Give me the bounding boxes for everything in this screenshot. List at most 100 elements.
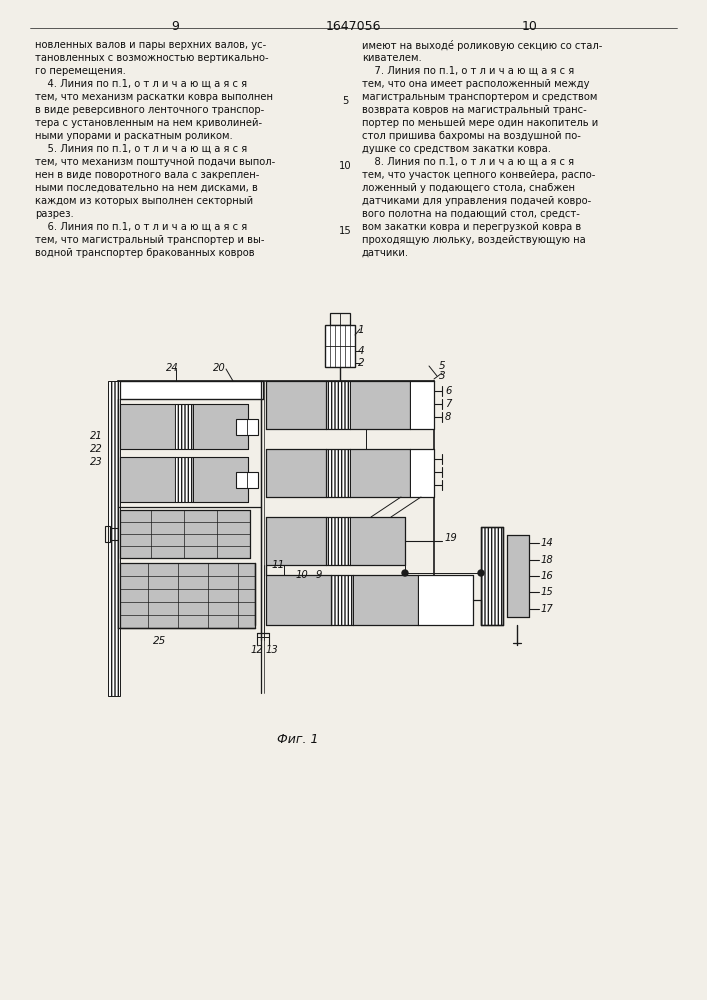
Text: вом закатки ковра и перегрузкой ковра в: вом закатки ковра и перегрузкой ковра в bbox=[362, 222, 581, 232]
Text: нен в виде поворотного вала с закреплен-: нен в виде поворотного вала с закреплен- bbox=[35, 170, 259, 180]
Bar bbox=[418, 575, 473, 625]
Text: 11: 11 bbox=[271, 560, 284, 570]
Text: тем, что механизм раскатки ковра выполнен: тем, что механизм раскатки ковра выполне… bbox=[35, 92, 273, 102]
Bar bbox=[350, 517, 405, 565]
Bar bbox=[266, 381, 326, 429]
Circle shape bbox=[478, 570, 484, 576]
Text: 9: 9 bbox=[171, 20, 179, 33]
Bar bbox=[410, 449, 434, 497]
Bar bbox=[266, 517, 326, 565]
Bar bbox=[105, 526, 110, 542]
Text: тем, что участок цепного конвейера, распо-: тем, что участок цепного конвейера, расп… bbox=[362, 170, 595, 180]
Text: 24: 24 bbox=[166, 363, 179, 373]
Text: датчиками для управления подачей ковро-: датчиками для управления подачей ковро- bbox=[362, 196, 591, 206]
Text: водной транспортер бракованных ковров: водной транспортер бракованных ковров bbox=[35, 248, 255, 258]
Text: тера с установленным на нем криволиней-: тера с установленным на нем криволиней- bbox=[35, 118, 262, 128]
Bar bbox=[175, 404, 193, 449]
Bar bbox=[353, 575, 418, 625]
Bar bbox=[120, 457, 175, 502]
Text: 1: 1 bbox=[358, 325, 365, 335]
Text: каждом из которых выполнен секторный: каждом из которых выполнен секторный bbox=[35, 196, 253, 206]
Bar bbox=[120, 381, 263, 399]
Text: 19: 19 bbox=[445, 533, 457, 543]
Text: магистральным транспортером и средством: магистральным транспортером и средством bbox=[362, 92, 597, 102]
Bar bbox=[120, 510, 250, 558]
Bar bbox=[175, 457, 193, 502]
Text: 16: 16 bbox=[541, 571, 554, 581]
Text: душке со средством закатки ковра.: душке со средством закатки ковра. bbox=[362, 144, 551, 154]
Text: стол пришива бахромы на воздушной по-: стол пришива бахромы на воздушной по- bbox=[362, 131, 581, 141]
Bar bbox=[350, 449, 410, 497]
Text: 20: 20 bbox=[213, 363, 226, 373]
Bar bbox=[330, 313, 350, 325]
Text: ложенный у подающего стола, снабжен: ложенный у подающего стола, снабжен bbox=[362, 183, 575, 193]
Text: 10: 10 bbox=[339, 161, 351, 171]
Text: 25: 25 bbox=[153, 636, 166, 646]
Text: тем, что она имеет расположенный между: тем, что она имеет расположенный между bbox=[362, 79, 590, 89]
Bar bbox=[266, 449, 326, 497]
Text: 5: 5 bbox=[341, 96, 348, 106]
Bar bbox=[236, 419, 258, 435]
Text: имеют на выходе́ роликовую секцию со стал-: имеют на выходе́ роликовую секцию со ста… bbox=[362, 40, 602, 51]
Text: 6. Линия по п.1, о т л и ч а ю щ а я с я: 6. Линия по п.1, о т л и ч а ю щ а я с я bbox=[35, 222, 247, 232]
Text: Фиг. 1: Фиг. 1 bbox=[277, 733, 319, 746]
Bar bbox=[193, 457, 248, 502]
Text: тем, что механизм поштучной подачи выпол-: тем, что механизм поштучной подачи выпол… bbox=[35, 157, 275, 167]
Text: 4: 4 bbox=[358, 346, 365, 356]
Bar bbox=[507, 535, 529, 617]
Text: 8: 8 bbox=[445, 412, 451, 422]
Bar bbox=[120, 404, 175, 449]
Text: 18: 18 bbox=[541, 555, 554, 565]
Text: 15: 15 bbox=[339, 226, 351, 236]
Text: тем, что магистральный транспортер и вы-: тем, что магистральный транспортер и вы- bbox=[35, 235, 264, 245]
Text: 23: 23 bbox=[90, 457, 103, 467]
Text: 6: 6 bbox=[445, 386, 451, 396]
Text: в виде реверсивного ленточного транспор-: в виде реверсивного ленточного транспор- bbox=[35, 105, 264, 115]
Text: вого полотна на подающий стол, средст-: вого полотна на подающий стол, средст- bbox=[362, 209, 580, 219]
Text: портер по меньшей мере один накопитель и: портер по меньшей мере один накопитель и bbox=[362, 118, 598, 128]
Bar bbox=[326, 381, 350, 429]
Bar bbox=[236, 472, 258, 488]
Text: 7: 7 bbox=[445, 399, 451, 409]
Text: 15: 15 bbox=[541, 587, 554, 597]
Bar bbox=[325, 325, 355, 367]
Text: разрез.: разрез. bbox=[35, 209, 74, 219]
Text: новленных валов и пары верхних валов, ус-: новленных валов и пары верхних валов, ус… bbox=[35, 40, 267, 50]
Text: 4. Линия по п.1, о т л и ч а ю щ а я с я: 4. Линия по п.1, о т л и ч а ю щ а я с я bbox=[35, 79, 247, 89]
Text: ными последовательно на нем дисками, в: ными последовательно на нем дисками, в bbox=[35, 183, 258, 193]
Text: 2: 2 bbox=[358, 358, 365, 368]
Bar bbox=[481, 527, 503, 625]
Bar bbox=[193, 404, 248, 449]
Text: 9: 9 bbox=[316, 570, 322, 580]
Bar bbox=[326, 449, 350, 497]
Text: 21: 21 bbox=[90, 431, 103, 441]
Bar bbox=[120, 563, 255, 628]
Text: 14: 14 bbox=[541, 538, 554, 548]
Text: ными упорами и раскатным роликом.: ными упорами и раскатным роликом. bbox=[35, 131, 233, 141]
Bar bbox=[331, 575, 353, 625]
Text: возврата ковров на магистральный транс-: возврата ковров на магистральный транс- bbox=[362, 105, 587, 115]
Text: 3: 3 bbox=[439, 371, 445, 381]
Circle shape bbox=[402, 570, 408, 576]
Bar bbox=[266, 575, 331, 625]
Text: 5: 5 bbox=[439, 361, 445, 371]
Text: го перемещения.: го перемещения. bbox=[35, 66, 126, 76]
Text: 13: 13 bbox=[266, 645, 279, 655]
Text: кивателем.: кивателем. bbox=[362, 53, 422, 63]
Text: 7. Линия по п.1, о т л и ч а ю щ а я с я: 7. Линия по п.1, о т л и ч а ю щ а я с я bbox=[362, 66, 574, 76]
Text: датчики.: датчики. bbox=[362, 248, 409, 258]
Bar bbox=[108, 381, 120, 696]
Text: 8. Линия по п.1, о т л и ч а ю щ а я с я: 8. Линия по п.1, о т л и ч а ю щ а я с я bbox=[362, 157, 574, 167]
Text: 5. Линия по п.1, о т л и ч а ю щ а я с я: 5. Линия по п.1, о т л и ч а ю щ а я с я bbox=[35, 144, 247, 154]
Text: тановленных с возможностью вертикально-: тановленных с возможностью вертикально- bbox=[35, 53, 269, 63]
Text: 10: 10 bbox=[522, 20, 538, 33]
Bar bbox=[410, 381, 434, 429]
Text: 12: 12 bbox=[251, 645, 264, 655]
Text: 22: 22 bbox=[90, 444, 103, 454]
Text: 1647056: 1647056 bbox=[325, 20, 381, 33]
Text: 17: 17 bbox=[541, 604, 554, 614]
Text: проходящую люльку, воздействующую на: проходящую люльку, воздействующую на bbox=[362, 235, 586, 245]
Bar bbox=[350, 381, 410, 429]
Text: 10: 10 bbox=[296, 570, 309, 580]
Bar bbox=[326, 517, 350, 565]
